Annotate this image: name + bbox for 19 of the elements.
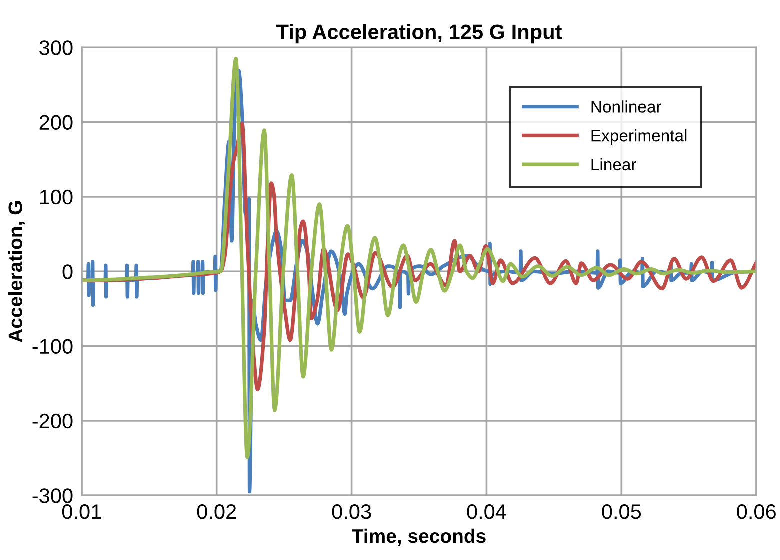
- x-tick-label: 0.02: [197, 504, 236, 520]
- y-tick-label: 200: [40, 115, 73, 130]
- x-tick-label: 0.06: [737, 504, 776, 520]
- y-tick-label: 100: [40, 190, 73, 205]
- legend-label: Linear: [592, 158, 636, 171]
- x-axis-title: Time, seconds: [352, 528, 486, 546]
- y-axis-title: Acceleration, G: [8, 201, 26, 342]
- y-tick-label: 300: [40, 40, 73, 56]
- legend-label: Experimental: [592, 129, 687, 146]
- legend-label: Nonlinear: [592, 100, 662, 113]
- y-tick-label: -200: [32, 414, 73, 429]
- y-tick-label: -300: [32, 488, 73, 504]
- x-tick-label: 0.04: [467, 504, 506, 520]
- y-tick-label: -100: [32, 339, 73, 354]
- chart-title: Tip Acceleration, 125 G Input: [276, 24, 562, 44]
- x-tick-label: 0.05: [602, 504, 642, 520]
- x-tick-label: 0.03: [332, 504, 372, 520]
- x-tick-label: 0.01: [62, 504, 102, 520]
- y-tick-label: 0: [62, 264, 73, 280]
